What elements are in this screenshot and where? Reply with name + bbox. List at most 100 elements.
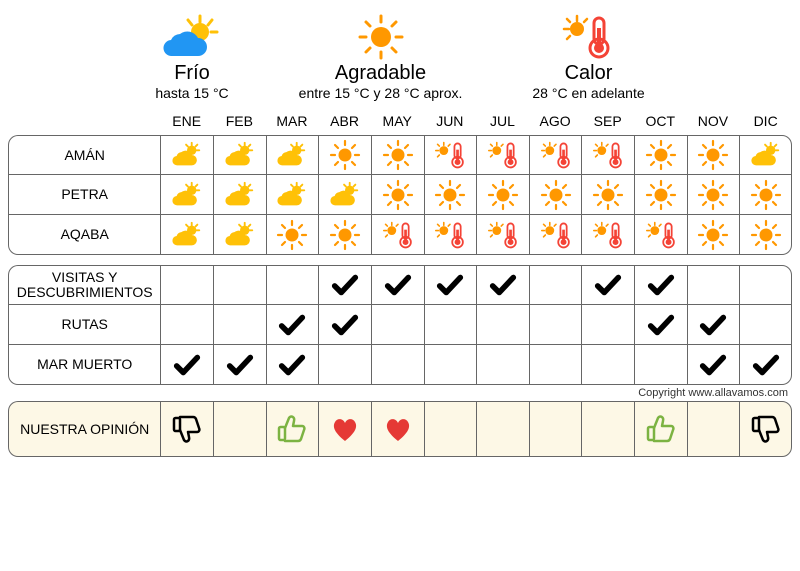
nice-cell xyxy=(529,175,582,215)
cold-cell xyxy=(160,215,213,255)
legend-hot-sub: 28 °C en adelante xyxy=(532,85,644,101)
check-cell xyxy=(266,305,319,345)
weather-row-label: AQABA xyxy=(8,215,160,255)
legend-cold-sub: hasta 15 °C xyxy=(155,85,228,101)
empty-cell xyxy=(476,401,529,457)
hot-cell xyxy=(529,135,582,175)
check-cell xyxy=(687,305,740,345)
table-row: NUESTRA OPINIÓN xyxy=(8,401,792,457)
thumb_down-cell xyxy=(739,401,792,457)
empty-cell xyxy=(318,345,371,385)
check-cell xyxy=(634,305,687,345)
nice-cell xyxy=(371,135,424,175)
hot-cell xyxy=(581,135,634,175)
copyright: Copyright www.allavamos.com xyxy=(8,387,788,399)
month-header: ENE xyxy=(160,111,213,135)
empty-cell xyxy=(213,401,266,457)
empty-cell xyxy=(529,265,582,305)
heart-cell xyxy=(371,401,424,457)
thumb_up-cell xyxy=(266,401,319,457)
empty-cell xyxy=(739,305,792,345)
month-header: OCT xyxy=(634,111,687,135)
hot-cell xyxy=(529,215,582,255)
table-row: VISITAS Y DESCUBRIMIENTOS xyxy=(8,265,792,305)
nice-cell xyxy=(266,215,319,255)
nice-cell xyxy=(476,175,529,215)
nice-cell xyxy=(687,175,740,215)
check-cell xyxy=(266,345,319,385)
nice-cell xyxy=(581,175,634,215)
table-row: PETRA xyxy=(8,175,792,215)
empty-cell xyxy=(424,305,477,345)
nice-cell xyxy=(371,175,424,215)
cold-cell xyxy=(160,175,213,215)
empty-cell xyxy=(266,265,319,305)
cold-cell xyxy=(160,135,213,175)
nice-cell xyxy=(687,135,740,175)
month-header: MAR xyxy=(266,111,319,135)
legend-cold-title: Frío xyxy=(155,62,228,85)
empty-cell xyxy=(687,401,740,457)
table-row: AQABA xyxy=(8,215,792,255)
check-cell xyxy=(739,345,792,385)
activity-row-label: MAR MUERTO xyxy=(8,345,160,385)
empty-cell xyxy=(634,345,687,385)
activity-row-label: VISITAS Y DESCUBRIMIENTOS xyxy=(8,265,160,305)
month-header: SEP xyxy=(581,111,634,135)
empty-cell xyxy=(160,265,213,305)
month-header-row: ENEFEBMARABRMAYJUNJULAGOSEPOCTNOVDIC xyxy=(8,111,792,135)
cold-cell xyxy=(266,135,319,175)
table-row: MAR MUERTO xyxy=(8,345,792,385)
nice-cell xyxy=(634,135,687,175)
hot-cell xyxy=(634,215,687,255)
cold-cell xyxy=(266,175,319,215)
cold-cell xyxy=(213,215,266,255)
cold-cell xyxy=(318,175,371,215)
check-cell xyxy=(476,265,529,305)
check-cell xyxy=(318,265,371,305)
empty-cell xyxy=(739,265,792,305)
empty-cell xyxy=(424,345,477,385)
empty-cell xyxy=(529,401,582,457)
hot-cell xyxy=(424,135,477,175)
legend-hot-title: Calor xyxy=(532,62,644,85)
empty-cell xyxy=(687,265,740,305)
cold-cell xyxy=(213,135,266,175)
hot-cell xyxy=(371,215,424,255)
nice-cell xyxy=(739,215,792,255)
legend-hot: Calor 28 °C en adelante xyxy=(532,12,644,101)
thumb_up-cell xyxy=(634,401,687,457)
empty-cell xyxy=(160,305,213,345)
nice-cell xyxy=(424,175,477,215)
month-header: NOV xyxy=(687,111,740,135)
hot-cell xyxy=(476,215,529,255)
opinion-row-label: NUESTRA OPINIÓN xyxy=(8,401,160,457)
month-header: AGO xyxy=(529,111,582,135)
legend-nice-title: Agradable xyxy=(299,62,463,85)
check-cell xyxy=(687,345,740,385)
legend-cold: Frío hasta 15 °C xyxy=(155,12,228,101)
heart-cell xyxy=(318,401,371,457)
month-header: MAY xyxy=(371,111,424,135)
cold-cell xyxy=(739,135,792,175)
cold-cell xyxy=(213,175,266,215)
empty-cell xyxy=(424,401,477,457)
month-header: DIC xyxy=(739,111,792,135)
legend-nice-sub: entre 15 °C y 28 °C aprox. xyxy=(299,85,463,101)
empty-cell xyxy=(529,305,582,345)
empty-cell xyxy=(213,265,266,305)
check-cell xyxy=(318,305,371,345)
check-cell xyxy=(213,345,266,385)
empty-cell xyxy=(476,305,529,345)
empty-cell xyxy=(529,345,582,385)
thumb_down-cell xyxy=(160,401,213,457)
nice-cell xyxy=(687,215,740,255)
nice-cell xyxy=(318,135,371,175)
hot-cell xyxy=(581,215,634,255)
nice-cell xyxy=(634,175,687,215)
weather-row-label: PETRA xyxy=(8,175,160,215)
empty-cell xyxy=(581,401,634,457)
opinion-table: NUESTRA OPINIÓN xyxy=(8,401,792,457)
weather-section: AMÁNPETRAAQABA xyxy=(8,135,792,255)
sun-icon xyxy=(356,14,406,60)
